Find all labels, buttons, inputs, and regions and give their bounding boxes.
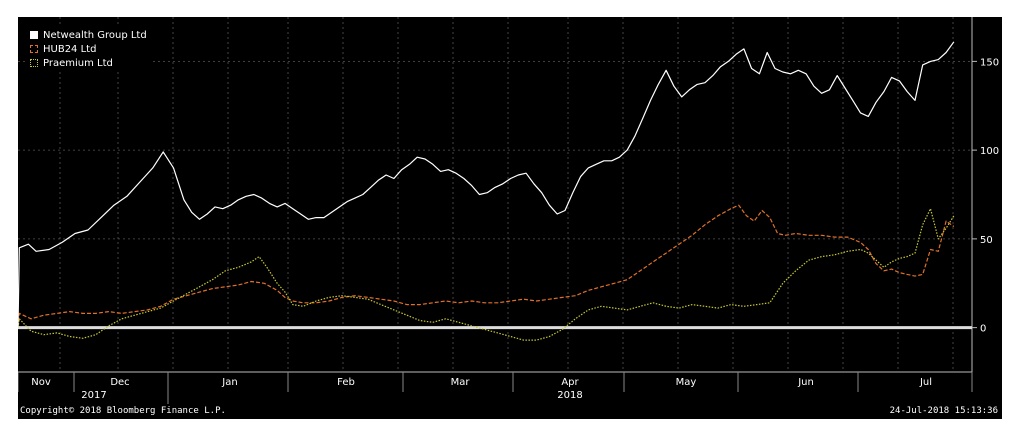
copyright-text: Copyright© 2018 Bloomberg Finance L.P. (20, 406, 226, 416)
x-tick-label-month: Mar (451, 377, 471, 388)
y-tick-label: 150 (980, 57, 999, 68)
chart-frame: 0 50 100 150 Nov Dec Jan Feb Mar Apr May Jun Jul 2017… (18, 17, 1002, 419)
x-tick-label-year: 2017 (81, 390, 106, 401)
y-tick-label: 0 (980, 324, 986, 335)
legend: Netwealth Group Ltd HUB24 Ltd Praemium L… (26, 27, 151, 72)
y-tick-label: 50 (980, 235, 993, 246)
legend-swatch-hub24 (30, 45, 38, 53)
y-tick-label: 100 (980, 146, 999, 157)
timestamp-text: 24-Jul-2018 15:13:36 (889, 406, 998, 416)
x-tick-label-month: Nov (31, 377, 51, 388)
x-tick-label-month: Jun (797, 377, 814, 388)
legend-label-praemium: Praemium Ltd (43, 57, 113, 69)
legend-item-praemium: Praemium Ltd (30, 56, 147, 70)
x-tick-label-month: Dec (110, 377, 129, 388)
line-chart: 0 50 100 150 Nov Dec Jan Feb Mar Apr May Jun Jul 2017… (18, 17, 999, 404)
legend-swatch-netwealth (30, 31, 38, 39)
series-line-hub24 (18, 204, 955, 328)
x-tick-label-month: Jul (919, 377, 932, 388)
legend-label-netwealth: Netwealth Group Ltd (43, 29, 147, 41)
series-line-praemium (18, 208, 955, 341)
legend-item-netwealth: Netwealth Group Ltd (30, 28, 147, 42)
legend-swatch-praemium (30, 59, 38, 67)
series-line-netwealth (18, 41, 955, 328)
x-tick-label-year: 2018 (557, 390, 582, 401)
x-tick-label-month: Apr (561, 377, 579, 388)
legend-label-hub24: HUB24 Ltd (43, 43, 97, 55)
x-tick-label-month: Jan (221, 377, 237, 388)
x-tick-label-month: Feb (337, 377, 355, 388)
x-tick-label-month: May (676, 377, 697, 388)
legend-item-hub24: HUB24 Ltd (30, 42, 147, 56)
